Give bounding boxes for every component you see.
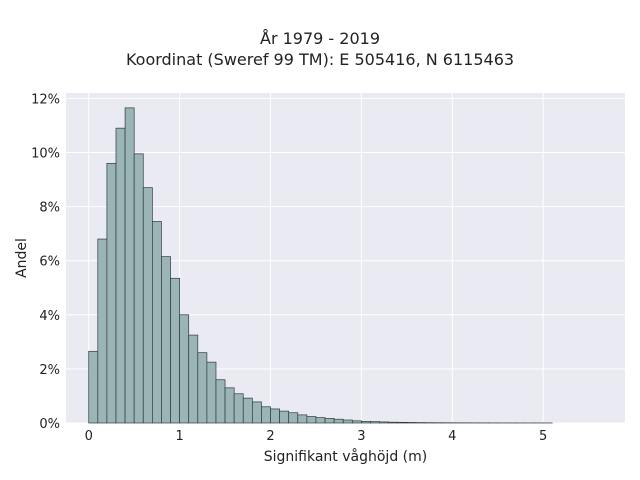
histogram-bar: [188, 334, 199, 424]
histogram-bar: [124, 107, 135, 424]
x-tick-label: 0: [85, 429, 93, 444]
y-tick-label: 6%: [39, 255, 60, 270]
y-tick-label: 4%: [39, 309, 60, 324]
x-axis-label: Signifikant våghöjd (m): [264, 448, 427, 465]
histogram-bar: [306, 416, 317, 424]
histogram-bar: [161, 256, 171, 424]
histogram-bar: [279, 410, 290, 424]
y-tick-label: 10%: [31, 147, 60, 162]
y-tick-label: 2%: [39, 363, 60, 378]
histogram-bar: [270, 408, 280, 424]
x-tick-label: 2: [266, 429, 274, 444]
histogram-bar: [170, 277, 180, 424]
histogram-bar: [388, 421, 399, 424]
histogram-bar: [115, 127, 126, 424]
histogram-bar: [315, 417, 326, 424]
histogram-bars: [88, 107, 553, 424]
histogram-bar: [224, 387, 235, 424]
chart-title-line-2: Koordinat (Sweref 99 TM): E 505416, N 61…: [125, 50, 515, 69]
histogram-bar: [406, 422, 417, 424]
histogram-bar: [133, 153, 144, 424]
histogram-bar: [179, 314, 190, 424]
y-axis-ticks: 0% 2% 4% 6% 8% 10% 12%: [31, 92, 60, 432]
y-axis-label: Andel: [14, 238, 30, 278]
histogram-bar: [142, 187, 153, 424]
histogram-bar: [288, 412, 299, 424]
histogram-bar: [242, 397, 253, 424]
histogram-bar: [397, 421, 408, 424]
histogram-bar: [379, 421, 390, 424]
histogram-bar: [333, 418, 344, 424]
histogram-bar: [261, 406, 271, 424]
histogram-bar: [97, 238, 108, 424]
x-axis-ticks: 0 1 2 3 4 5: [85, 429, 548, 444]
x-tick-label: 1: [175, 429, 183, 444]
grid-lines: [66, 93, 625, 424]
histogram-bar: [88, 350, 99, 424]
histogram-bar: [151, 221, 162, 424]
histogram-bar: [351, 420, 362, 424]
histogram-bar: [233, 393, 244, 424]
histogram-bar: [361, 421, 371, 424]
histogram-bar: [297, 414, 308, 424]
x-tick-label: 4: [448, 429, 456, 444]
y-tick-label: 8%: [39, 201, 60, 216]
x-tick-label: 5: [539, 429, 547, 444]
histogram-bar: [370, 421, 380, 424]
histogram-bar: [197, 352, 208, 424]
histogram-bar: [342, 419, 353, 424]
x-tick-label: 3: [357, 429, 365, 444]
y-tick-label: 12%: [31, 92, 60, 107]
y-tick-label: 0%: [39, 417, 60, 432]
histogram-bar: [215, 379, 226, 424]
histogram-bar: [324, 418, 335, 424]
histogram-bar: [106, 162, 117, 424]
histogram-bar: [251, 401, 262, 424]
chart-title-line-1: År 1979 - 2019: [260, 29, 380, 48]
histogram-bar: [206, 361, 217, 424]
